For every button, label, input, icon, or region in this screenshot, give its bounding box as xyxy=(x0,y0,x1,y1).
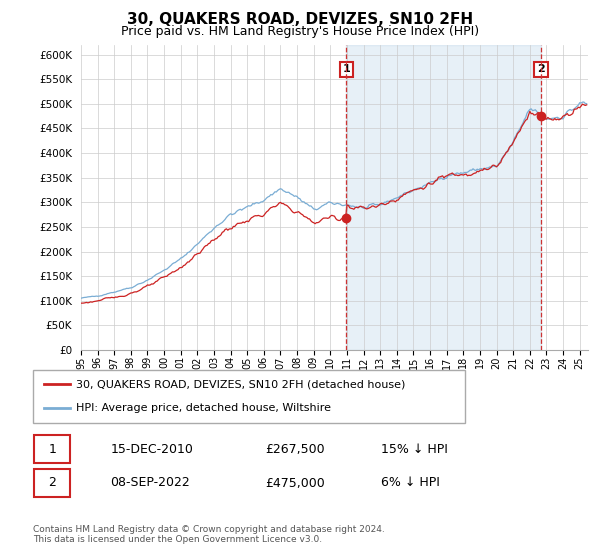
Text: 2: 2 xyxy=(537,64,545,74)
Text: 15-DEC-2010: 15-DEC-2010 xyxy=(110,443,193,456)
FancyBboxPatch shape xyxy=(34,436,70,464)
Text: HPI: Average price, detached house, Wiltshire: HPI: Average price, detached house, Wilt… xyxy=(76,403,331,413)
Text: 2: 2 xyxy=(49,477,56,489)
Text: 6% ↓ HPI: 6% ↓ HPI xyxy=(381,477,440,489)
Text: Price paid vs. HM Land Registry's House Price Index (HPI): Price paid vs. HM Land Registry's House … xyxy=(121,25,479,38)
Text: £475,000: £475,000 xyxy=(265,477,325,489)
Text: 1: 1 xyxy=(49,443,56,456)
Text: 15% ↓ HPI: 15% ↓ HPI xyxy=(381,443,448,456)
Text: £267,500: £267,500 xyxy=(265,443,325,456)
Text: 08-SEP-2022: 08-SEP-2022 xyxy=(110,477,190,489)
Text: 30, QUAKERS ROAD, DEVIZES, SN10 2FH: 30, QUAKERS ROAD, DEVIZES, SN10 2FH xyxy=(127,12,473,27)
FancyBboxPatch shape xyxy=(33,370,465,423)
Text: Contains HM Land Registry data © Crown copyright and database right 2024.
This d: Contains HM Land Registry data © Crown c… xyxy=(33,525,385,544)
FancyBboxPatch shape xyxy=(34,469,70,497)
Text: 1: 1 xyxy=(343,64,350,74)
Bar xyxy=(346,45,541,350)
Text: 30, QUAKERS ROAD, DEVIZES, SN10 2FH (detached house): 30, QUAKERS ROAD, DEVIZES, SN10 2FH (det… xyxy=(76,380,406,390)
